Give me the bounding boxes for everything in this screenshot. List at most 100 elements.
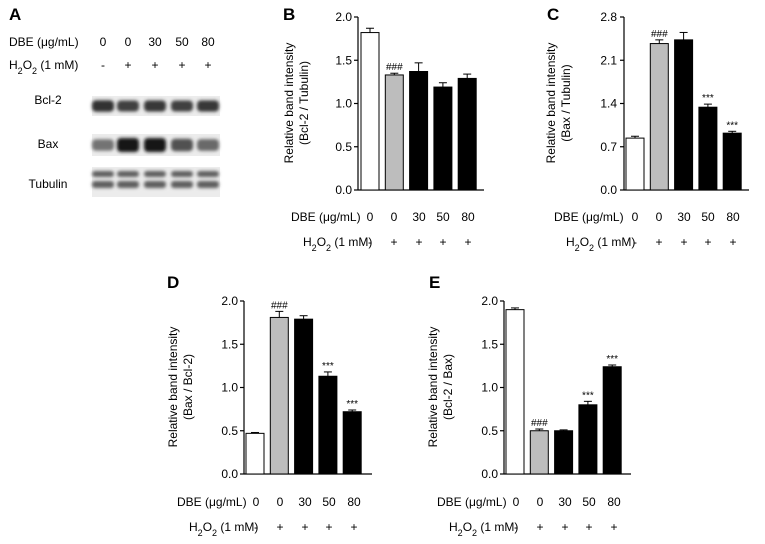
y-axis-label-line: (Bcl-2 / Bax) bbox=[441, 354, 455, 420]
blot-band bbox=[197, 139, 219, 151]
band-label-tubulin: Tubulin bbox=[29, 177, 68, 191]
x-tick-label: 50 bbox=[701, 210, 715, 224]
chart-d: D Relative band intensity(Bax / Bcl-2) 0.0… bbox=[166, 273, 372, 538]
significance-mark: *** bbox=[726, 120, 738, 131]
h2o2-sign: + bbox=[124, 58, 131, 72]
x-tick-label: 80 bbox=[461, 210, 475, 224]
dose-label: 80 bbox=[201, 35, 215, 49]
h2o2-sign: + bbox=[561, 520, 568, 534]
blot-band bbox=[92, 139, 114, 151]
y-axis-label-line: Relative band intensity bbox=[282, 43, 296, 164]
x-tick-label: 0 bbox=[391, 210, 398, 224]
h2o2-sign: + bbox=[729, 235, 736, 249]
bar bbox=[529, 430, 549, 475]
blot-band bbox=[144, 171, 166, 177]
blot-band bbox=[117, 138, 139, 152]
h2o2-sign: + bbox=[204, 58, 211, 72]
h2o2-row-label: H2O2 (1 mM) bbox=[566, 235, 635, 253]
x-tick-label: 0 bbox=[537, 495, 544, 509]
h2o2-sign: + bbox=[464, 235, 471, 249]
h2o2-sign: + bbox=[585, 520, 592, 534]
y-tick-label: 0.0 bbox=[221, 467, 238, 481]
x-tick-label: 80 bbox=[726, 210, 740, 224]
x-tick-label: 0 bbox=[632, 210, 639, 224]
h2o2-signs: - + + + + bbox=[101, 58, 212, 72]
y-tick-label: 1.4 bbox=[600, 97, 617, 111]
dose-label: 30 bbox=[148, 35, 162, 49]
x-tick-label: 30 bbox=[298, 495, 312, 509]
y-tick-label: 0.5 bbox=[481, 424, 498, 438]
dose-label: 0 bbox=[100, 35, 107, 49]
significance-mark: *** bbox=[582, 390, 594, 401]
dbe-row-label: DBE (μg/mL) bbox=[9, 35, 79, 49]
y-tick-label: 1.0 bbox=[481, 381, 498, 395]
dbe-row-label: DBE (μg/mL) bbox=[554, 210, 624, 224]
y-tick-label: 1.5 bbox=[481, 337, 498, 351]
x-tick-label: 30 bbox=[677, 210, 691, 224]
y-tick-label: 1.0 bbox=[335, 97, 352, 111]
bar bbox=[698, 106, 718, 191]
chart-b: B Relative band intensity(Bcl-2 / Tubulin… bbox=[282, 5, 484, 253]
bar bbox=[409, 70, 429, 191]
y-axis-label-line: (Bax / Bcl-2) bbox=[181, 354, 195, 420]
y-axis-label: Relative band intensity(Bcl-2 / Tubulin) bbox=[282, 43, 311, 164]
h2o2-row-label: H2O2 (1 mM) bbox=[189, 520, 258, 538]
blot-band bbox=[197, 181, 219, 188]
y-tick-label: 2.0 bbox=[221, 294, 238, 308]
panel-a-label: A bbox=[9, 5, 21, 24]
y-axis-label-line: Relative band intensity bbox=[426, 327, 440, 448]
blot-bands: Bcl-2 Bax Tubulin bbox=[29, 93, 220, 197]
blot-band bbox=[171, 138, 193, 152]
blot-band bbox=[92, 100, 114, 112]
blot-band bbox=[197, 171, 219, 177]
h2o2-sign: + bbox=[178, 58, 185, 72]
bar bbox=[457, 77, 477, 191]
blot-band bbox=[171, 171, 193, 177]
x-tick-label: 0 bbox=[513, 495, 520, 509]
y-axis-label-line: Relative band intensity bbox=[166, 327, 180, 448]
significance-mark: *** bbox=[606, 354, 618, 365]
y-tick-label: 0.0 bbox=[600, 183, 617, 197]
y-axis-label: Relative band intensity(Bax / Bcl-2) bbox=[166, 327, 195, 448]
blot-band bbox=[117, 100, 139, 112]
h2o2-sign: + bbox=[276, 520, 283, 534]
h2o2-sign: + bbox=[390, 235, 397, 249]
bar bbox=[554, 430, 574, 475]
blot-band bbox=[171, 181, 193, 188]
bar bbox=[625, 137, 645, 191]
bar bbox=[318, 375, 338, 475]
h2o2-sign: + bbox=[301, 520, 308, 534]
x-tick-label: 80 bbox=[607, 495, 621, 509]
y-tick-label: 2.0 bbox=[481, 294, 498, 308]
significance-mark: *** bbox=[346, 399, 358, 410]
x-tick-label: 0 bbox=[656, 210, 663, 224]
y-tick-label: 0.0 bbox=[481, 467, 498, 481]
h2o2-sign: + bbox=[680, 235, 687, 249]
y-tick-label: 2.8 bbox=[600, 10, 617, 24]
y-axis-label: Relative band intensity(Bax / Tubulin) bbox=[544, 43, 573, 164]
y-axis-label-line: (Bcl-2 / Tubulin) bbox=[297, 61, 311, 145]
blot-band bbox=[92, 171, 114, 177]
panel-label-d: D bbox=[167, 273, 179, 292]
h2o2-sign: + bbox=[655, 235, 662, 249]
significance-mark: ### bbox=[651, 29, 668, 40]
blot-band bbox=[171, 100, 193, 112]
x-tick-label: 0 bbox=[367, 210, 374, 224]
y-tick-label: 0.5 bbox=[335, 140, 352, 154]
y-tick-label: 2.1 bbox=[600, 53, 617, 67]
band-label-bcl-2: Bcl-2 bbox=[34, 93, 62, 107]
bar bbox=[294, 318, 314, 475]
panel-a-western-blot: A DBE (μg/mL) H2O2 (1 mM) 0 0 30 50 80 - + + + +… bbox=[9, 5, 220, 197]
blot-band bbox=[144, 181, 166, 188]
dose-label: 0 bbox=[125, 35, 132, 49]
chart-e: E Relative band intensity(Bcl-2 / Bax) 0.0… bbox=[426, 273, 631, 538]
significance-mark: ### bbox=[531, 418, 548, 429]
panel-label-e: E bbox=[429, 273, 440, 292]
significance-mark: ### bbox=[271, 300, 288, 311]
h2o2-row-label: H2O2 (1 mM) bbox=[303, 235, 372, 253]
band-label-bax: Bax bbox=[38, 137, 59, 151]
h2o2-sign: - bbox=[633, 235, 637, 249]
x-tick-label: 0 bbox=[277, 495, 284, 509]
chart-c: C Relative band intensity(Bax / Tubulin) 0… bbox=[544, 5, 749, 253]
